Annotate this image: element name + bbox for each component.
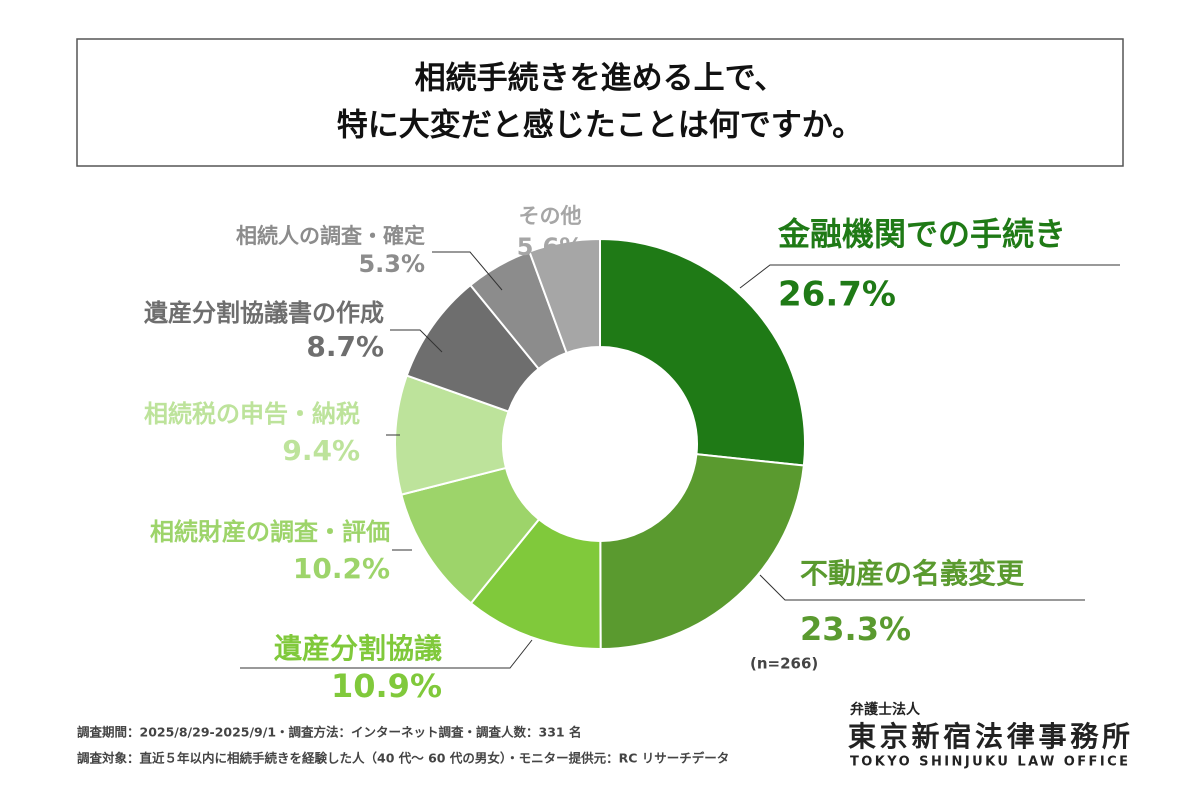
footer: 調査対象：直近５年以内に相続手続きを経験した人（40 代～ 60 代の男女）・モ… [77,751,729,766]
slice [528,237,601,355]
sample-note: (n=266) [750,655,818,673]
slice-label: その他 [519,204,582,228]
logo: TOKYO SHINJUKU LAW OFFICE [850,755,1128,770]
title-box [76,38,1124,167]
value-label: 5.3% [358,250,425,278]
leader-line [739,264,1120,289]
slice-label: 相続税の申告・納税 [144,400,360,428]
value-label: 26.7% [778,275,896,315]
slice-label: 金融機関での手続き [777,215,1066,253]
slice-label: 不動産の名義変更 [800,557,1025,590]
leader-line [759,574,1085,601]
leader-line [432,251,503,291]
value-label: 23.3% [800,610,911,648]
logo: 弁護士法人 [850,701,921,718]
slice [599,237,806,467]
value-label: 5.6% [517,233,584,261]
value-label: 10.9% [331,667,442,705]
value-label: 10.2% [293,552,390,585]
slice-label: 遺産分割協議書の作成 [144,299,384,327]
slice-label: 相続人の調査・確定 [236,224,425,248]
chart-title: 特に大変だと感じたことは何ですか。 [337,108,863,144]
leader-line [240,639,533,669]
value-label: 8.7% [306,330,384,363]
slice-label: 遺産分割協議 [274,632,442,665]
value-label: 9.4% [282,434,360,467]
logo: 東京新宿法律事務所 [848,720,1130,753]
slice [599,453,805,651]
footer: 調査期間：2025/8/29-2025/9/1・調査方法：インターネット調査・調… [77,725,581,740]
slice-label: 相続財産の調査・評価 [150,518,390,546]
leader-line [390,329,443,353]
chart-title: 相続手続きを進める上で、 [415,61,786,97]
